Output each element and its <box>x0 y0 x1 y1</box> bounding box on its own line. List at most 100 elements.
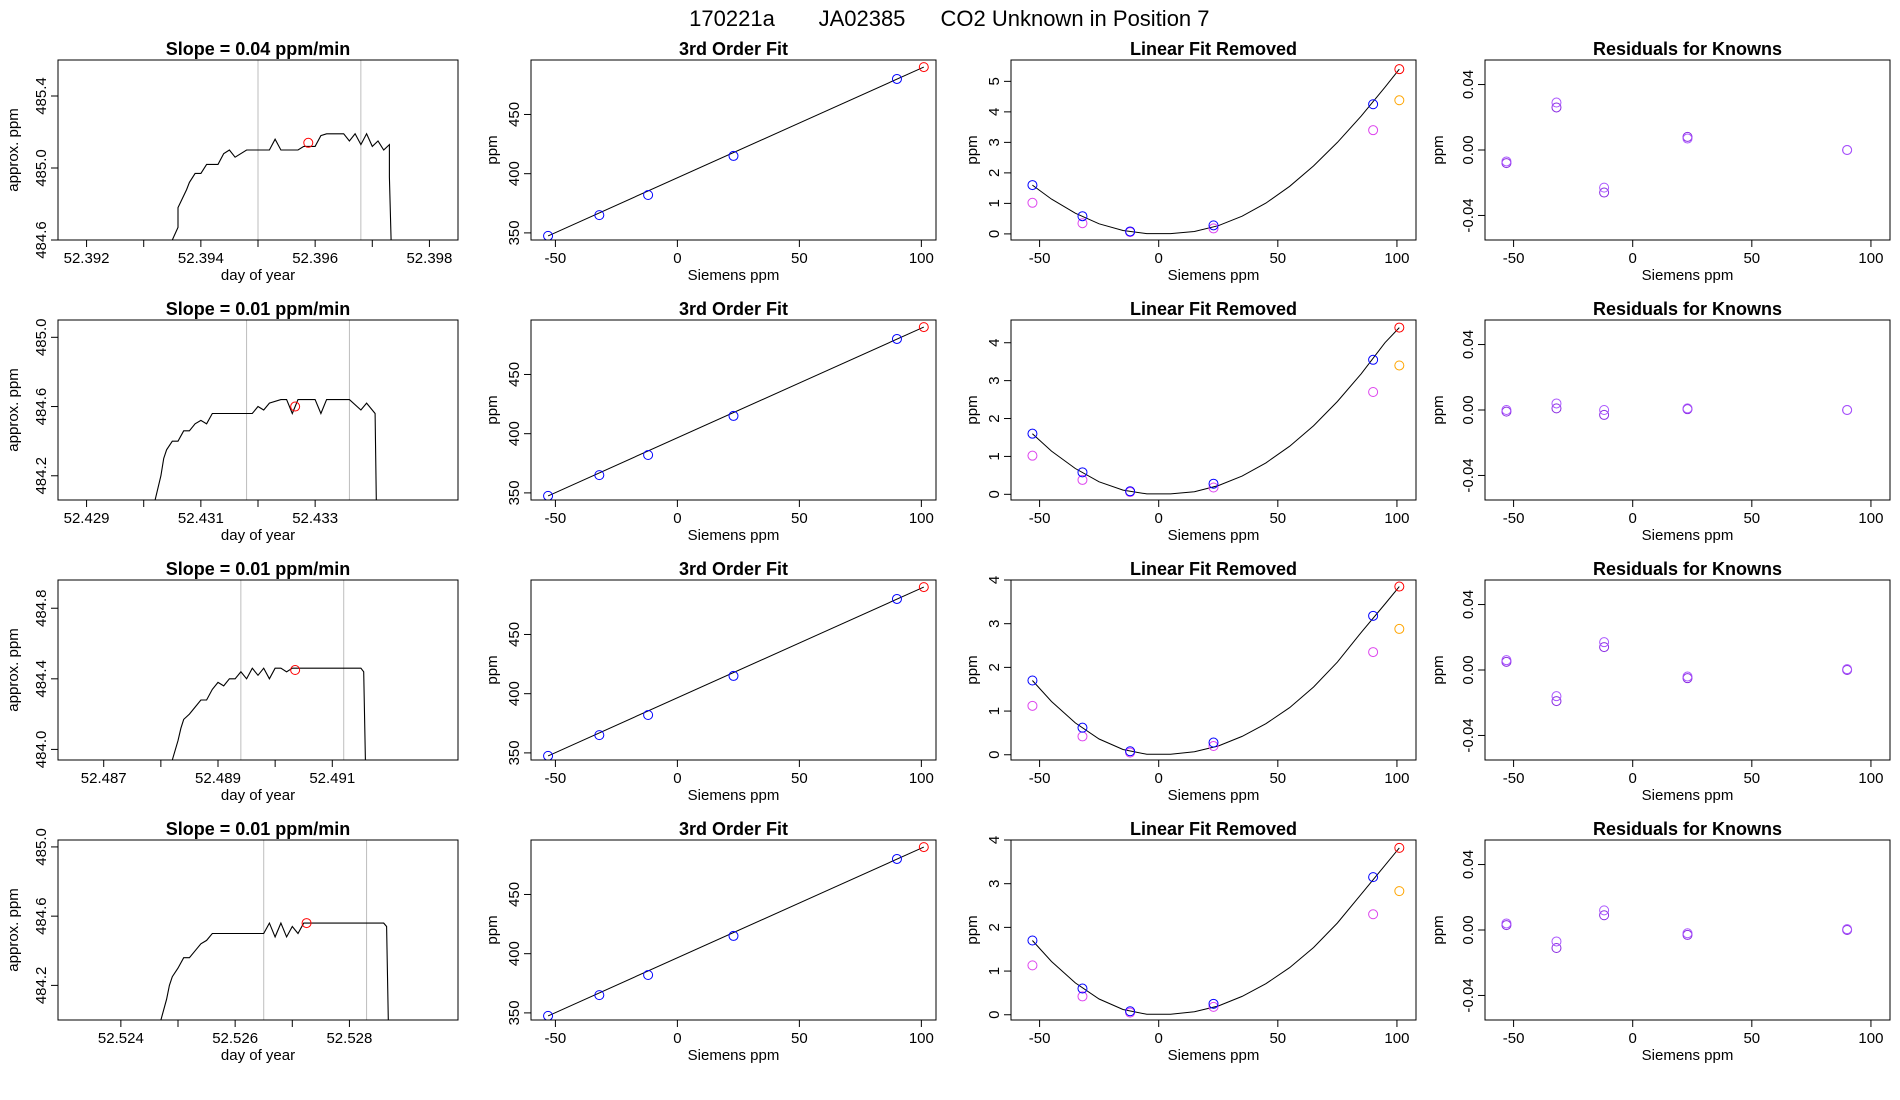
x-tick-label: -50 <box>1503 510 1525 527</box>
y-axis-label: ppm <box>1430 395 1447 424</box>
x-tick-label: 0 <box>1629 510 1637 527</box>
y-tick-label: 1 <box>986 452 1003 460</box>
x-axis-label: day of year <box>221 1047 295 1064</box>
x-tick-label: 100 <box>909 510 934 527</box>
raw-point <box>1368 909 1379 920</box>
y-tick-label: 484.0 <box>33 731 50 769</box>
x-tick-label: 52.489 <box>195 770 241 787</box>
residual-point <box>1551 97 1562 108</box>
x-tick-label: 52.524 <box>98 1030 144 1047</box>
y-tick-label: -0.04 <box>1460 458 1477 492</box>
x-tick-label: 52.526 <box>212 1030 258 1047</box>
x-axis-label: Siemens ppm <box>1168 787 1260 804</box>
calibration-point <box>594 730 605 741</box>
residual-point <box>1599 182 1610 193</box>
marker-point <box>303 137 314 148</box>
y-tick-label: 3 <box>986 620 1003 628</box>
panel-title: Linear Fit Removed <box>1130 559 1297 579</box>
calibration-point <box>1027 675 1038 686</box>
residual-point <box>1551 398 1562 409</box>
y-tick-label: 1 <box>986 199 1003 207</box>
x-tick-label: 100 <box>1858 250 1883 267</box>
y-tick-label: 484.8 <box>33 589 50 627</box>
residual-point <box>1599 642 1610 653</box>
x-axis-label: Siemens ppm <box>1642 267 1734 284</box>
calibration-point <box>643 450 654 460</box>
panel-linremoved-row-3: Linear Fit Removed -50 0 50 100 Siemens ppm 0 1… <box>964 559 1417 804</box>
panel-title: 3rd Order Fit <box>679 819 788 839</box>
y-tick-label: 400 <box>506 681 523 706</box>
x-tick-label: -50 <box>1029 250 1051 267</box>
y-tick-label: 3 <box>986 138 1003 146</box>
y-axis-label: ppm <box>1430 135 1447 164</box>
residual-point <box>1501 156 1512 167</box>
x-tick-label: 50 <box>1269 510 1286 527</box>
residual-point <box>1501 405 1512 415</box>
series-line <box>171 667 366 760</box>
unknown-point <box>1394 842 1405 853</box>
x-axis-label: Siemens ppm <box>1168 527 1260 544</box>
residual-point <box>1501 655 1512 666</box>
panel-title: Residuals for Knowns <box>1593 299 1782 319</box>
y-tick-label: 3 <box>986 376 1003 384</box>
x-tick-label: 50 <box>1269 1030 1286 1047</box>
x-tick-label: 100 <box>1384 250 1409 267</box>
x-tick-label: -50 <box>1503 1030 1525 1047</box>
residual-point <box>1501 918 1512 929</box>
unknown-point <box>1394 64 1405 75</box>
y-tick-label: 484.4 <box>33 660 50 698</box>
x-tick-label: 0 <box>673 510 681 527</box>
calibration-point <box>1208 478 1219 489</box>
figure-title-run-id: 170221a <box>689 6 775 31</box>
plot-area <box>543 842 929 1020</box>
calibration-point <box>1368 872 1379 883</box>
calibration-point <box>891 333 902 344</box>
plot-frame <box>1010 59 1417 241</box>
residual-point <box>1682 928 1693 939</box>
plot-frame <box>57 839 459 1021</box>
x-axis-label: Siemens ppm <box>688 267 780 284</box>
x-tick-label: 0 <box>673 1030 681 1047</box>
calibration-point <box>1077 722 1088 733</box>
y-tick-label: 350 <box>506 740 523 765</box>
y-tick-label: 484.6 <box>33 221 50 259</box>
calibration-point <box>1368 354 1379 365</box>
calibration-point <box>1368 610 1379 621</box>
y-tick-label: 0.04 <box>1460 330 1477 359</box>
calibration-point <box>1027 180 1038 191</box>
y-axis-label: ppm <box>484 655 501 684</box>
panel-timeseries-row-3: Slope = 0.01 ppm/min 52.487 52.489 52.491 da… <box>5 559 459 804</box>
residual-point <box>1599 905 1610 916</box>
calibration-point <box>643 970 654 980</box>
marker-point <box>290 665 301 675</box>
plot-frame <box>1010 579 1417 761</box>
x-tick-label: 50 <box>1743 250 1760 267</box>
unknown-point <box>918 322 929 333</box>
fit-line <box>547 586 925 757</box>
y-tick-label: 3 <box>986 880 1003 888</box>
fit-line <box>1032 327 1400 495</box>
x-axis-label: Siemens ppm <box>1168 1047 1260 1064</box>
calibration-point <box>1125 746 1136 757</box>
x-tick-label: -50 <box>545 770 567 787</box>
calibration-point <box>1125 1006 1136 1017</box>
panel-residuals-row-2: Residuals for Knowns -50 0 50 100 Siemens ppm… <box>1430 299 1891 544</box>
x-tick-label: 0 <box>1155 510 1163 527</box>
x-tick-label: 52.396 <box>292 250 338 267</box>
y-tick-label: 0.00 <box>1460 915 1477 944</box>
plot-area <box>1027 581 1405 758</box>
raw-point <box>1027 450 1038 461</box>
panel-timeseries-row-4: Slope = 0.01 ppm/min 52.524 52.526 52.528 da… <box>5 819 459 1064</box>
x-tick-label: 52.394 <box>178 250 224 267</box>
raw-point <box>1368 125 1379 136</box>
y-tick-label: 484.6 <box>33 388 50 426</box>
series-line <box>160 921 389 1020</box>
panel-title: 3rd Order Fit <box>679 39 788 59</box>
fit-line <box>547 326 925 497</box>
panel-residuals-row-4: Residuals for Knowns -50 0 50 100 Siemens ppm… <box>1430 819 1891 1064</box>
calibration-point <box>643 190 654 200</box>
y-tick-label: 0.00 <box>1460 135 1477 164</box>
y-tick-label: 2 <box>986 414 1003 422</box>
x-tick-label: 52.398 <box>406 250 452 267</box>
